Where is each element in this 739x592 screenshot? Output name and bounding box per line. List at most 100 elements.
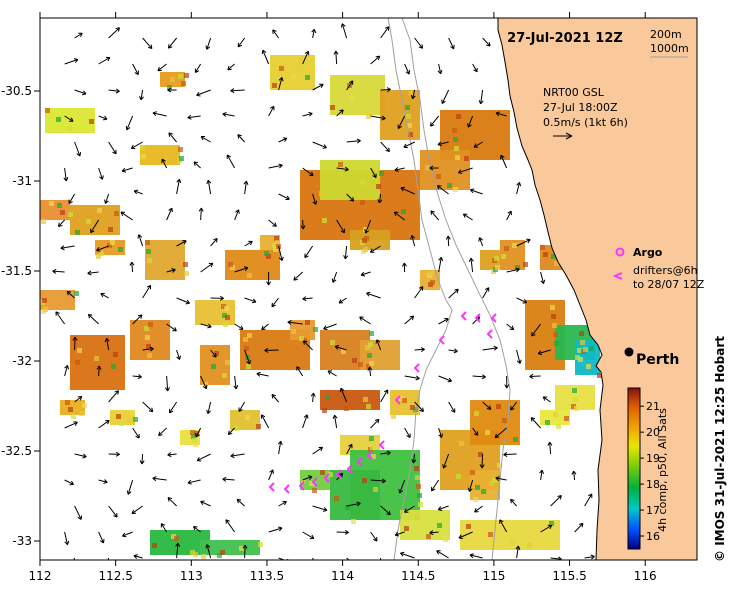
sst-pixel	[391, 414, 396, 419]
sst-pixel	[371, 454, 376, 459]
current-arrowhead	[504, 384, 510, 389]
current-arrowhead	[120, 211, 126, 217]
current-arrow	[438, 375, 452, 382]
y-tick-label: -31	[12, 174, 32, 188]
drifter-tracks	[268, 311, 497, 494]
current-arrow	[98, 57, 111, 65]
current-arrow	[58, 219, 65, 227]
current-arrow	[370, 167, 377, 178]
sst-patch	[195, 300, 235, 325]
current-arrow	[108, 505, 118, 518]
current-arrowhead	[158, 431, 163, 437]
sst-pixel	[513, 437, 518, 442]
current-arrowhead	[52, 268, 57, 274]
colorbar-tick-label: 18	[646, 478, 660, 491]
sst-pixel	[470, 470, 475, 475]
sst-pixel	[184, 271, 189, 276]
sst-pixel	[71, 414, 76, 419]
current-arrowhead	[436, 185, 442, 190]
current-time-label: 27-Jul 18:00Z	[543, 101, 618, 114]
sst-pixel	[415, 475, 420, 480]
current-arrowhead	[437, 506, 443, 511]
sst-pixel	[194, 431, 199, 436]
sst-pixel	[376, 184, 381, 189]
current-arrow	[278, 77, 283, 91]
current-arrowhead	[212, 353, 217, 358]
current-arrow	[108, 141, 117, 155]
current-arrowhead	[278, 526, 283, 532]
current-arrow	[338, 297, 347, 304]
x-tick-label: 115	[482, 569, 505, 583]
sst-pixel	[110, 240, 115, 245]
argo-legend-marker	[615, 247, 625, 257]
drifter-legend-label-2: to 28/07 12Z	[633, 278, 705, 291]
sst-pixel	[586, 364, 591, 369]
current-arrow	[537, 349, 551, 355]
current-arrow	[104, 193, 110, 204]
sst-pixel	[225, 360, 230, 365]
current-arrow	[499, 519, 508, 533]
current-arrow	[64, 167, 67, 181]
current-arrowhead	[442, 464, 447, 469]
current-arrow	[370, 245, 381, 253]
current-arrowhead	[478, 237, 483, 242]
current-arrowhead	[237, 134, 242, 139]
current-arrow	[380, 26, 390, 39]
sst-pixel	[223, 322, 228, 327]
current-arrow	[131, 261, 134, 273]
current-arrowhead	[373, 536, 378, 542]
current-arrow	[516, 297, 527, 304]
current-arrow	[237, 134, 245, 143]
x-tick-label: 113	[180, 569, 203, 583]
current-arrowhead	[135, 434, 140, 439]
current-arrow	[438, 63, 442, 74]
current-arrowhead	[530, 417, 536, 422]
current-arrowhead	[405, 70, 411, 75]
sst-pixel	[481, 489, 486, 494]
sst-pixel	[453, 137, 458, 142]
sst-pixel	[492, 478, 497, 483]
current-arrowhead	[458, 534, 463, 540]
sst-pixel	[454, 146, 459, 151]
current-arrowhead	[130, 144, 136, 150]
sst-pixel	[144, 326, 149, 331]
current-arrow	[370, 479, 386, 482]
current-arrow	[64, 479, 74, 485]
current-arrowhead	[381, 478, 386, 484]
sst-pixel	[338, 162, 343, 167]
current-arrow	[346, 557, 350, 560]
sst-pixel	[494, 256, 499, 261]
current-arrow	[142, 285, 151, 299]
current-arrow	[64, 421, 78, 429]
current-arrow	[302, 476, 313, 481]
current-arrowhead	[381, 115, 386, 121]
sst-pixel	[474, 411, 479, 416]
sst-pixel	[325, 395, 330, 400]
sst-pixel	[363, 227, 368, 232]
current-arrowhead	[344, 166, 349, 172]
current-arrowhead	[269, 469, 274, 474]
current-arrowhead	[64, 540, 70, 546]
y-tick-label: -31.5	[1, 264, 32, 278]
sst-pixel	[554, 261, 559, 266]
sst-pixel	[497, 463, 502, 468]
current-arrow	[540, 524, 553, 533]
current-arrowhead	[57, 222, 63, 228]
current-arrowhead	[377, 199, 383, 204]
current-arrowhead	[331, 278, 337, 283]
current-arrowhead	[99, 175, 104, 180]
sst-pixel	[489, 481, 494, 486]
sst-pixel	[368, 342, 373, 347]
sst-pixel	[41, 219, 46, 224]
current-arrow	[346, 444, 353, 455]
current-arrowhead	[63, 177, 69, 182]
current-arrowhead	[302, 296, 307, 302]
current-arrowhead	[126, 490, 132, 495]
sst-pixel	[203, 382, 208, 387]
current-vectors	[52, 23, 595, 560]
sst-pixel	[416, 484, 421, 489]
current-arrowhead	[529, 373, 534, 379]
current-arrow	[244, 544, 246, 559]
current-arrow	[438, 318, 449, 325]
current-arrow	[98, 531, 104, 544]
